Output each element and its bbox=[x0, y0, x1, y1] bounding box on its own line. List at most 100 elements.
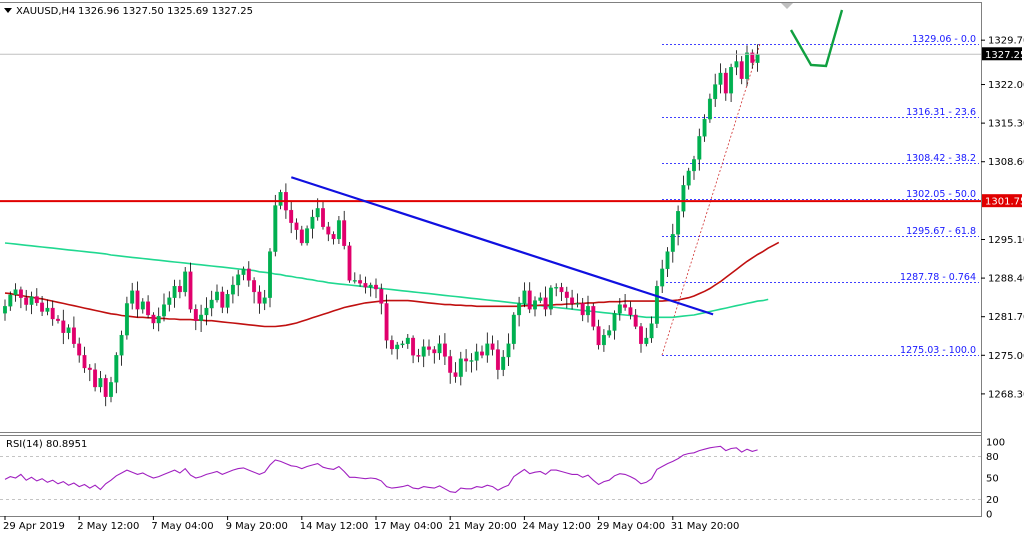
bear-candle bbox=[177, 279, 182, 299]
bull-candle bbox=[533, 296, 537, 317]
bull-candle bbox=[109, 376, 113, 403]
bear-candle bbox=[591, 303, 596, 331]
price-tick-label: 1308.60 bbox=[988, 157, 1024, 168]
bull-candle bbox=[124, 296, 129, 340]
bull-candle bbox=[654, 280, 659, 329]
bear-candle bbox=[289, 201, 294, 234]
bull-candle bbox=[204, 297, 209, 326]
rsi-pane: 100 80 50 20 0 bbox=[0, 438, 1005, 521]
ma-fast-line bbox=[4, 242, 769, 319]
bull-candle bbox=[140, 298, 145, 314]
bear-candle bbox=[379, 283, 384, 315]
bull-candle bbox=[236, 269, 241, 297]
bear-candle bbox=[82, 346, 87, 373]
bull-candle bbox=[3, 299, 7, 321]
bull-candle bbox=[310, 209, 315, 239]
rsi-header: RSI(14) 80.8951 bbox=[6, 439, 87, 450]
rsi-label: RSI(14) 80.8951 bbox=[6, 439, 87, 450]
price-axis: 1329.70 1322.00 1315.30 1308.60 1295.10 1288.… bbox=[981, 36, 1024, 400]
bear-candle bbox=[257, 285, 262, 314]
bear-candle bbox=[453, 362, 458, 383]
rsi-tick-label: 80 bbox=[986, 452, 999, 463]
bull-candle bbox=[395, 341, 400, 360]
bull-candle bbox=[268, 248, 272, 308]
bull-candle bbox=[209, 290, 214, 317]
ohlc-readout: 1326.96 1327.50 1325.69 1327.25 bbox=[78, 6, 253, 17]
fibonacci-retracement: 1329.06 - 0.0 1316.31 - 23.6 1308.42 - 38.… bbox=[661, 34, 979, 356]
bear-candle bbox=[432, 346, 437, 364]
bear-candle bbox=[50, 300, 55, 326]
bull-candle bbox=[273, 194, 278, 257]
bear-candle bbox=[220, 286, 225, 314]
bear-candle bbox=[326, 221, 331, 242]
fib-level-label: 1287.78 - 0.764 bbox=[900, 272, 976, 283]
bull-candle bbox=[713, 73, 718, 107]
bull-candle bbox=[230, 276, 235, 304]
bear-candle bbox=[527, 282, 532, 314]
bear-candle bbox=[580, 297, 585, 322]
resistance-price-label: 1301.75 bbox=[985, 197, 1024, 208]
symbol-label: XAUUSD,H4 bbox=[16, 6, 75, 17]
bull-candle bbox=[522, 282, 527, 308]
bear-candle bbox=[490, 335, 495, 356]
time-tick-label: 24 May 12:00 bbox=[522, 521, 591, 532]
bear-candle bbox=[411, 335, 416, 364]
bull-candle bbox=[119, 330, 124, 366]
symbol-dropdown-icon[interactable] bbox=[4, 8, 12, 13]
bull-candle bbox=[241, 266, 246, 281]
bull-candle bbox=[548, 285, 553, 316]
candlesticks bbox=[3, 44, 760, 407]
shift-marker-icon bbox=[781, 3, 793, 9]
bear-candle bbox=[18, 286, 23, 309]
bear-candle bbox=[321, 201, 325, 230]
moving-averages bbox=[4, 241, 780, 328]
bear-candle bbox=[246, 261, 251, 287]
time-tick-label: 2 May 12:00 bbox=[77, 521, 139, 532]
price-tick-label: 1322.00 bbox=[988, 80, 1024, 91]
bear-candle bbox=[135, 281, 140, 318]
bull-candle bbox=[501, 350, 506, 377]
bull-candle bbox=[172, 279, 177, 308]
bull-candle bbox=[45, 299, 50, 316]
bull-candle bbox=[686, 167, 691, 190]
bear-candle bbox=[71, 316, 76, 348]
time-tick-label: 29 Apr 2019 bbox=[3, 521, 65, 532]
bear-candle bbox=[24, 289, 29, 311]
bear-candle bbox=[633, 309, 638, 330]
fib-level-label: 1302.05 - 50.0 bbox=[906, 189, 976, 200]
bull-candle bbox=[474, 343, 479, 371]
time-tick-label: 9 May 20:00 bbox=[226, 521, 288, 532]
bull-candle bbox=[262, 289, 267, 311]
time-tick-label: 29 May 04:00 bbox=[597, 521, 666, 532]
bull-candle bbox=[183, 267, 188, 297]
bull-candle bbox=[215, 284, 219, 303]
time-tick-label: 17 May 04:00 bbox=[374, 521, 443, 532]
bear-candle bbox=[61, 309, 66, 345]
price-tick-label: 1288.40 bbox=[988, 274, 1024, 285]
current-price-label: 1327.25 bbox=[985, 50, 1024, 61]
bear-candle bbox=[596, 319, 601, 350]
bull-candle bbox=[586, 295, 590, 323]
bear-candle bbox=[252, 277, 257, 304]
price-tick-label: 1295.10 bbox=[988, 235, 1024, 246]
rsi-line bbox=[4, 445, 758, 493]
bull-candle bbox=[702, 114, 707, 142]
bull-candle bbox=[612, 310, 617, 340]
bull-candle bbox=[458, 351, 463, 386]
bull-candle bbox=[676, 205, 681, 246]
bull-candle bbox=[745, 45, 749, 87]
bear-candle bbox=[442, 333, 447, 365]
current-price-tag bbox=[982, 47, 1022, 61]
bull-candle bbox=[601, 329, 606, 352]
rsi-tick-label: 0 bbox=[986, 510, 992, 521]
bear-candle bbox=[495, 340, 500, 380]
bull-candle bbox=[718, 63, 723, 94]
rsi-tick-label: 100 bbox=[986, 438, 1005, 449]
fib-level-label: 1295.67 - 61.8 bbox=[906, 226, 976, 237]
bull-candle bbox=[729, 63, 734, 103]
bear-candle bbox=[363, 276, 368, 294]
bear-candle bbox=[559, 282, 564, 302]
bull-candle bbox=[66, 324, 71, 340]
time-tick-label: 31 May 20:00 bbox=[671, 521, 740, 532]
